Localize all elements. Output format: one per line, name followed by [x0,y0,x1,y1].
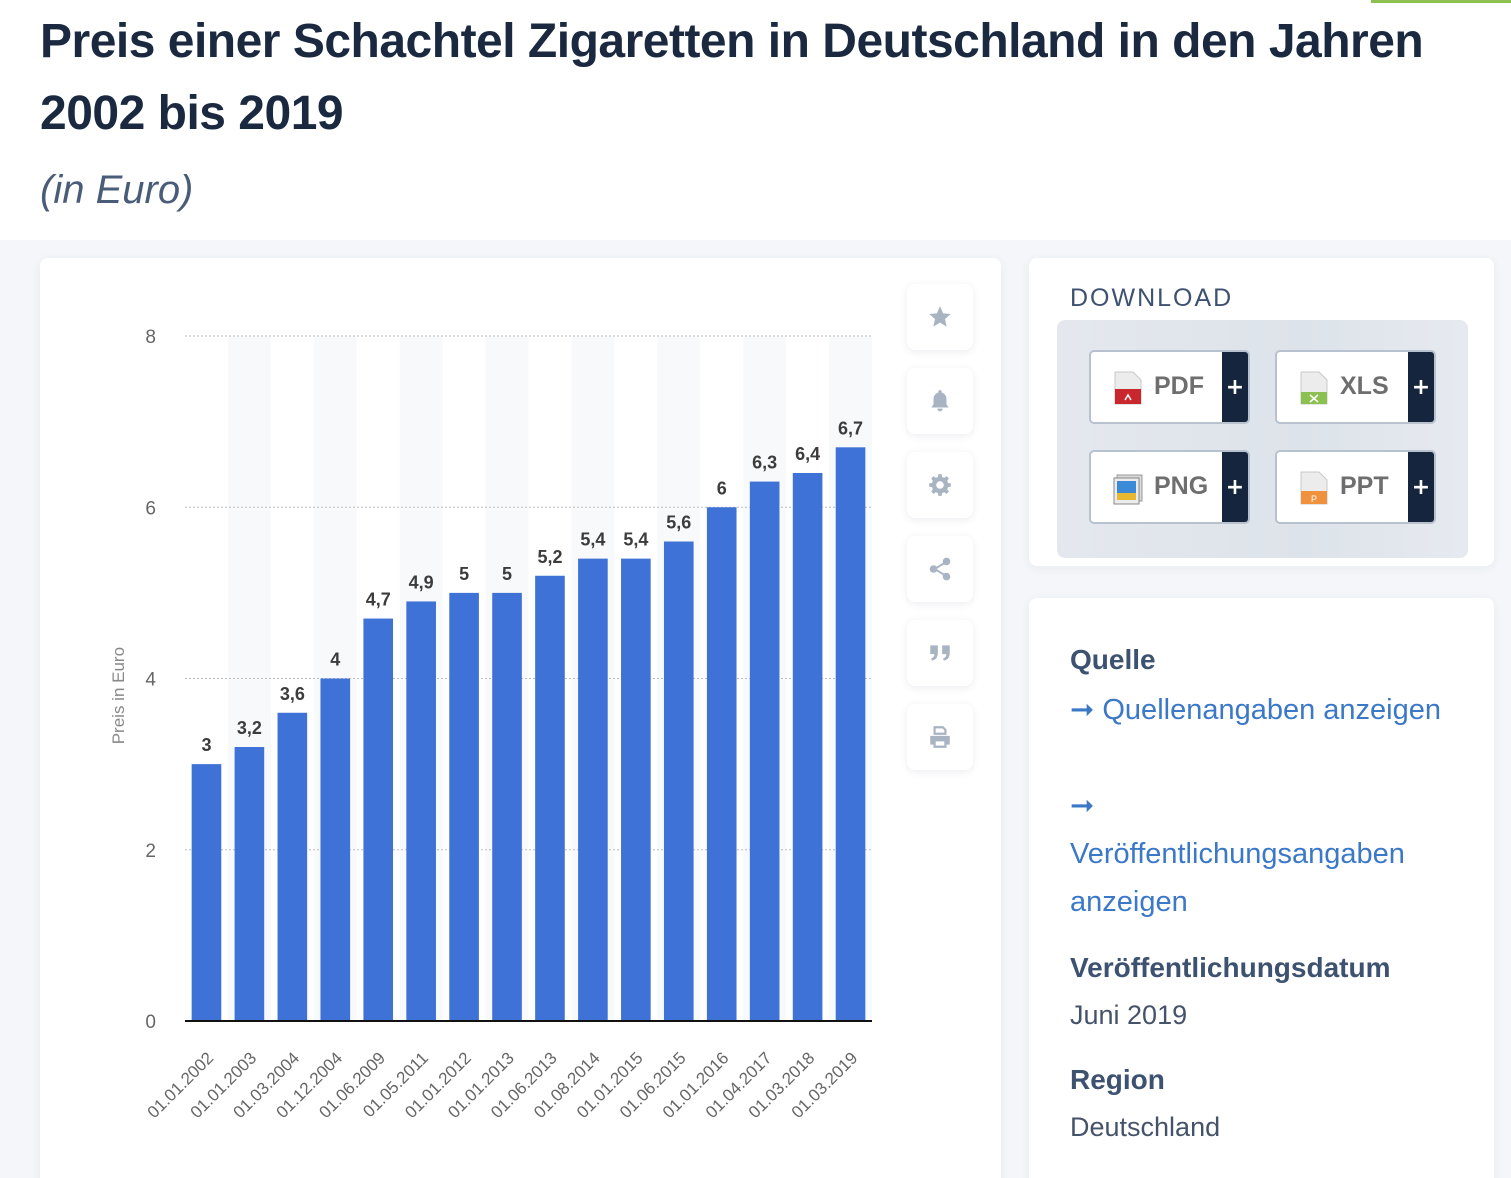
xls-file-icon [1300,371,1328,405]
plus-icon: + [1408,452,1434,522]
star-icon [929,306,951,327]
download-ppt-label: PPT [1340,472,1389,500]
publication-date-value: Juni 2019 [1070,1000,1188,1030]
bar-value-label: 5,4 [580,530,605,550]
bar [706,507,737,1021]
page-title: Preis einer Schachtel Zigaretten in Deut… [40,15,1424,140]
info-panel: Quelle ➞ Quellenangaben anzeigen ➞ Veröff… [1029,598,1494,1178]
download-png-label: PNG [1154,472,1209,500]
bar [492,592,522,1021]
source-link-text: Quellenangaben anzeigen [1102,694,1442,726]
download-xls-label: XLS [1340,372,1389,400]
settings-button[interactable] [907,452,973,518]
share-icon [929,557,951,581]
pdf-file-icon [1114,371,1142,405]
bar-value-label: 3,6 [280,684,305,704]
bar-value-label: 4 [330,650,340,670]
bar-value-label: 3 [201,735,211,755]
region-value: Deutschland [1070,1112,1221,1142]
bar-value-label: 6,7 [838,418,863,438]
y-tick-label: 4 [145,670,156,691]
bar [320,678,351,1021]
bar-value-label: 3,2 [237,718,262,738]
bar [449,592,479,1021]
download-pdf-label: PDF [1154,372,1204,400]
svg-text:P: P [1311,494,1317,504]
y-axis-label: Preis in Euro [109,647,128,744]
download-xls-button[interactable]: XLS + [1275,350,1436,424]
bar-value-label: 5,4 [623,530,648,550]
bar [835,447,866,1021]
publication-link[interactable]: ➞ Veröffentlichungsangaben anzeigen [1070,782,1470,926]
bar [363,618,394,1021]
bar [792,473,823,1021]
source-heading: Quelle [1070,644,1156,675]
download-pdf-button[interactable]: PDF + [1089,350,1250,424]
bar [191,764,222,1021]
bar-value-label: 4,9 [409,572,434,592]
y-tick-label: 6 [145,498,156,519]
cite-button[interactable] [907,620,973,686]
top-accent-bar [1371,0,1511,3]
printer-icon [930,726,950,748]
publication-link-text: Veröffentlichungsangaben anzeigen [1070,838,1405,918]
publication-date-heading: Veröffentlichungsdatum [1070,952,1391,983]
quote-icon [930,645,950,661]
bar-value-label: 5,6 [666,513,691,533]
favorite-button[interactable] [907,284,973,350]
bar [663,541,694,1021]
bar-value-label: 6,3 [752,453,777,473]
region-heading: Region [1070,1064,1165,1095]
y-tick-label: 8 [145,327,156,348]
plus-icon: + [1408,352,1434,422]
ppt-file-icon: P [1300,471,1328,505]
bar [621,558,651,1021]
bar [535,575,565,1021]
download-ppt-button[interactable]: P PPT + [1275,450,1436,524]
download-panel: DOWNLOAD PDF + XLS + PNG + P PPT + [1029,258,1494,566]
share-button[interactable] [907,536,973,602]
bell-icon [931,390,949,412]
plus-icon: + [1222,352,1248,422]
bar [277,712,308,1021]
chart-card: 0 2 4 6 8 Preis in Euro 3 01.01.2002 3,2 01.01.20… [40,258,1001,1178]
png-image-icon [1113,474,1143,505]
page-subtitle: (in Euro) [40,168,194,212]
arrow-right-icon: ➞ [1070,790,1095,822]
download-png-button[interactable]: PNG + [1089,450,1250,524]
arrow-right-icon: ➞ [1070,694,1095,726]
bar [578,558,608,1021]
bar-value-label: 5,2 [537,547,562,567]
source-link[interactable]: ➞ Quellenangaben anzeigen [1070,686,1470,734]
bar-value-label: 6 [717,478,727,498]
bar [234,747,265,1021]
bar-value-label: 5 [502,564,512,584]
bar [406,601,436,1021]
download-button-group: PDF + XLS + PNG + P PPT + [1057,320,1468,558]
y-tick-label: 0 [145,1012,156,1033]
print-button[interactable] [907,704,973,770]
gear-icon [929,474,951,496]
y-tick-label: 2 [145,841,156,862]
notification-button[interactable] [907,368,973,434]
bar [749,481,780,1021]
page-header-background [0,0,1511,240]
bar-value-label: 4,7 [366,590,391,610]
bar-value-label: 5 [459,564,469,584]
download-heading: DOWNLOAD [1070,284,1234,312]
plus-icon: + [1222,452,1248,522]
bar-value-label: 6,4 [795,444,820,464]
